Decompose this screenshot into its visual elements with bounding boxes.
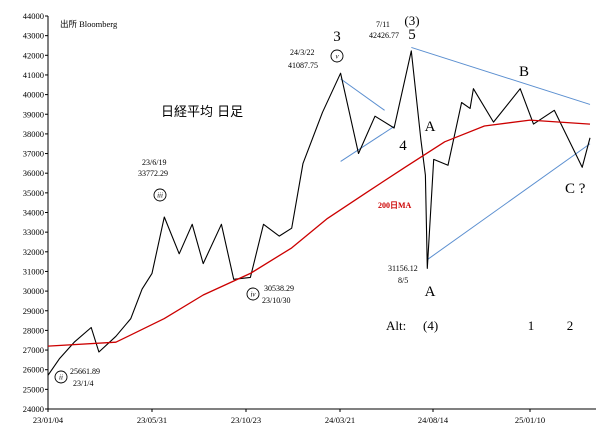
price-annotation: 25661.89	[70, 367, 100, 376]
x-tick-label: 24/03/21	[325, 415, 355, 425]
y-tick-label: 36000	[23, 168, 44, 178]
y-tick-label: 30000	[23, 286, 44, 296]
x-tick-label: 23/10/23	[231, 415, 261, 425]
price-annotation: 30538.29	[264, 284, 294, 293]
wave-circle-marker	[330, 49, 344, 63]
annotations: ii 25661.89 23/1/4 iii 23/6/19 33772.29 iv 3053…	[54, 13, 586, 388]
y-tick-label: 41000	[23, 70, 44, 80]
source-label: 出所 Bloomberg	[60, 19, 118, 29]
y-tick-label: 27000	[23, 345, 44, 355]
y-tick-label: 40000	[23, 90, 44, 100]
wave-4-label: 4	[399, 138, 407, 154]
y-tick-label: 34000	[23, 208, 44, 218]
wave-circle-label: ii	[59, 374, 63, 382]
wave-a-upper-label: A	[425, 119, 436, 135]
date-annotation: 41087.75	[288, 61, 318, 70]
date-annotation: 23/10/30	[262, 296, 290, 305]
alt-wave-4-label: (4)	[423, 318, 438, 333]
alt-label: Alt:	[386, 318, 406, 333]
y-tick-label: 33000	[23, 227, 44, 237]
y-tick-label: 25000	[23, 384, 44, 394]
wave-3-paren-label: (3)	[404, 13, 419, 28]
x-tick-label: 23/01/04	[33, 415, 64, 425]
y-tick-label: 37000	[23, 149, 44, 159]
top-date-annotation: 7/11	[376, 20, 390, 29]
wave-circle-label: iii	[157, 192, 163, 200]
wave-circle-marker	[54, 370, 68, 384]
y-tick-label: 44000	[23, 11, 44, 21]
trendlines	[340, 46, 591, 261]
price-line	[47, 50, 591, 376]
y-tick-label: 42000	[23, 50, 44, 60]
wave-3-label: 3	[333, 29, 341, 45]
low-date-annotation: 8/5	[398, 276, 408, 285]
wave-circle-label: iv	[250, 291, 256, 299]
y-tick-label: 28000	[23, 325, 44, 335]
chart-title: 日経平均 日足	[161, 105, 243, 120]
top-price-annotation: 42426.77	[369, 31, 399, 40]
trendline	[426, 143, 591, 261]
ma200-line	[47, 119, 591, 347]
wave-a-label: A	[425, 284, 436, 300]
x-tick-label: 23/05/31	[137, 415, 167, 425]
wave-c-label: C ?	[565, 181, 586, 197]
y-tick-label: 38000	[23, 129, 44, 139]
trendline	[340, 78, 385, 111]
y-tick-label: 26000	[23, 365, 44, 375]
low-price-annotation: 31156.12	[388, 264, 418, 273]
wave-circle-label: v	[335, 53, 339, 61]
alt-wave-1-label: 1	[528, 318, 535, 333]
y-tick-label: 35000	[23, 188, 44, 198]
y-tick-label: 43000	[23, 31, 44, 41]
x-tick-label: 24/08/14	[418, 415, 449, 425]
price-annotation: 23/6/19	[142, 158, 166, 167]
chart-axes: 24000 25000 26000 27000 28000 29000 30000 31000…	[23, 11, 596, 425]
y-tick-label: 24000	[23, 404, 44, 414]
date-annotation: 33772.29	[138, 169, 168, 178]
series-group	[47, 50, 591, 376]
x-tick-label: 25/01/10	[515, 415, 545, 425]
wave-circle-marker	[246, 287, 260, 301]
y-tick-label: 32000	[23, 247, 44, 257]
alt-wave-2-label: 2	[567, 318, 574, 333]
date-annotation: 23/1/4	[73, 379, 93, 388]
wave-b-label: B	[519, 64, 529, 80]
y-tick-label: 39000	[23, 109, 44, 119]
price-annotation: 24/3/22	[290, 48, 314, 57]
wave-5-label: 5	[408, 27, 416, 43]
trendline	[411, 46, 591, 105]
wave-circle-marker	[153, 188, 167, 202]
y-tick-label: 29000	[23, 306, 44, 316]
ma200-label: 200日MA	[378, 201, 412, 210]
trendline	[340, 125, 396, 162]
y-tick-label: 31000	[23, 266, 44, 276]
